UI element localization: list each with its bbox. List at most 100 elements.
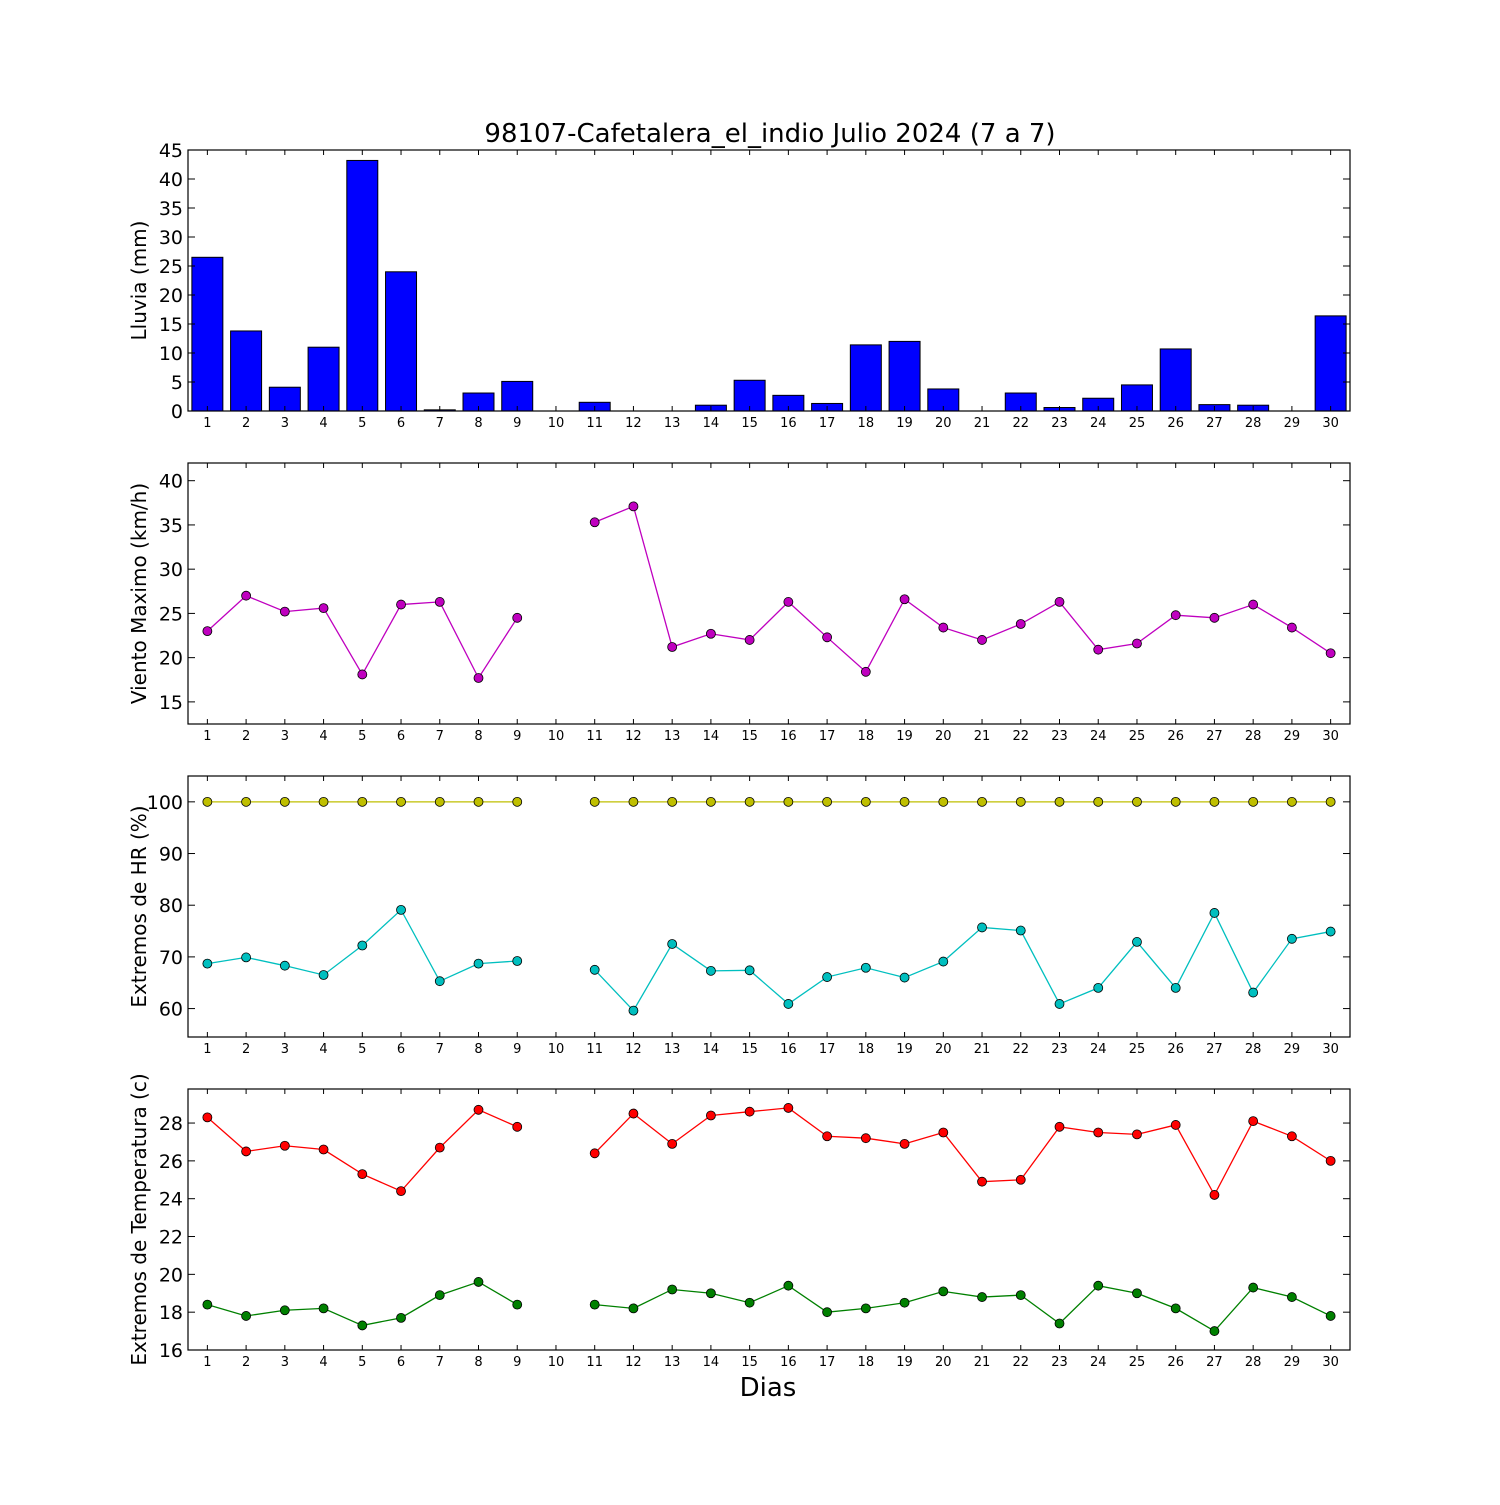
data-point [899, 796, 910, 807]
x-tick-label: 2 [242, 1355, 250, 1370]
data-point [628, 1005, 639, 1016]
bar [1314, 315, 1347, 412]
x-tick-label: 23 [1051, 1355, 1068, 1370]
data-point [1209, 1326, 1220, 1336]
x-tick-label: 21 [974, 1042, 991, 1057]
x-tick-label: 11 [586, 1042, 603, 1057]
x-tick-label: 19 [896, 1042, 913, 1057]
x-tick-label: 7 [436, 416, 444, 431]
x-tick-label: 21 [974, 416, 991, 431]
data-point [744, 635, 755, 645]
data-point [1287, 622, 1297, 633]
data-point [396, 1186, 406, 1197]
x-tick-label: 8 [474, 729, 482, 744]
x-tick-label: 14 [703, 1042, 720, 1057]
data-point [1170, 1303, 1181, 1314]
x-tick-label: 20 [935, 416, 952, 431]
data-point [1209, 908, 1220, 918]
x-tick-label: 30 [1322, 729, 1339, 744]
data-point [318, 796, 329, 807]
y-tick-label: 45 [159, 140, 183, 162]
y-tick-label: 24 [159, 1189, 183, 1211]
data-point [667, 1138, 678, 1149]
data-point [1248, 987, 1259, 998]
data-point [241, 952, 252, 963]
x-tick-label: 17 [819, 416, 836, 431]
data-point [512, 1299, 523, 1310]
x-tick-label: 2 [242, 729, 250, 744]
x-tick-label: 12 [625, 729, 642, 744]
data-point [589, 964, 600, 975]
y-tick-label: 20 [159, 1264, 183, 1286]
data-point [783, 1280, 794, 1291]
x-tick-label: 28 [1245, 416, 1262, 431]
x-tick-label: 22 [1012, 729, 1029, 744]
data-point [279, 1305, 290, 1316]
data-point [1325, 648, 1336, 659]
x-tick-label: 3 [281, 729, 289, 744]
data-point [667, 796, 678, 807]
data-point [202, 958, 213, 969]
bar [346, 159, 379, 412]
x-tick-label: 24 [1090, 1355, 1107, 1370]
plot-frame [187, 775, 1351, 1038]
data-point [1132, 796, 1142, 807]
y-tick-label: 5 [171, 372, 183, 394]
x-tick-label: 29 [1284, 416, 1301, 431]
x-tick-label: 6 [397, 1355, 405, 1370]
x-tick-label: 3 [281, 1355, 289, 1370]
data-point [1093, 796, 1104, 807]
x-tick-label: 18 [858, 1042, 875, 1057]
x-tick-label: 4 [319, 729, 327, 744]
data-point [279, 1140, 290, 1151]
x-tick-label: 23 [1051, 1042, 1068, 1057]
data-point [473, 796, 484, 807]
x-tick-label: 6 [397, 416, 405, 431]
x-tick-label: 19 [896, 416, 913, 431]
data-point [1132, 1129, 1142, 1140]
x-tick-label: 25 [1129, 1042, 1146, 1057]
x-tick-label: 10 [548, 1042, 565, 1057]
data-point [706, 1288, 716, 1299]
x-axis-label: Dias [740, 1373, 797, 1403]
y-axis-label: Extremos de Temperatura (c) [127, 1073, 151, 1365]
data-point [1170, 983, 1181, 993]
x-tick-label: 27 [1206, 416, 1223, 431]
x-tick-label: 1 [203, 1355, 211, 1370]
data-point [744, 796, 755, 807]
data-point [1093, 1127, 1104, 1138]
data-point [1054, 999, 1065, 1009]
data-point [1093, 983, 1104, 993]
series-line [594, 505, 1331, 673]
series-line [594, 1107, 1331, 1197]
x-tick-label: 15 [741, 1042, 758, 1057]
data-point [860, 1133, 871, 1144]
x-tick-label: 12 [625, 416, 642, 431]
data-point [628, 501, 639, 512]
x-tick-label: 9 [513, 1042, 521, 1057]
data-point [1015, 796, 1026, 807]
data-point [434, 976, 445, 987]
data-point [1287, 933, 1297, 944]
data-point [357, 940, 368, 951]
x-tick-label: 4 [319, 1042, 327, 1057]
x-tick-label: 13 [664, 1042, 681, 1057]
data-point [1170, 796, 1181, 807]
data-point [202, 1299, 213, 1310]
data-point [783, 1103, 794, 1113]
data-point [1248, 599, 1259, 610]
x-tick-label: 20 [935, 1355, 952, 1370]
data-point [434, 597, 445, 607]
x-tick-label: 9 [513, 416, 521, 431]
x-tick-label: 27 [1206, 1042, 1223, 1057]
data-point [473, 1104, 484, 1115]
y-tick-label: 16 [159, 1340, 183, 1362]
x-tick-label: 15 [741, 1355, 758, 1370]
data-point [706, 628, 716, 639]
x-tick-label: 13 [664, 1355, 681, 1370]
x-tick-label: 28 [1245, 1042, 1262, 1057]
y-tick-label: 100 [147, 792, 183, 814]
data-point [1093, 644, 1104, 655]
